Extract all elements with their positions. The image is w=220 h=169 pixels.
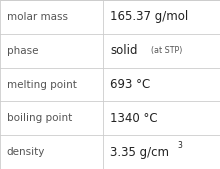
- Text: 693 °C: 693 °C: [110, 78, 150, 91]
- Text: boiling point: boiling point: [7, 113, 72, 123]
- Text: solid: solid: [110, 44, 138, 57]
- Text: 1340 °C: 1340 °C: [110, 112, 158, 125]
- Text: phase: phase: [7, 46, 38, 56]
- Text: 3: 3: [177, 141, 182, 150]
- Text: melting point: melting point: [7, 79, 77, 90]
- Text: density: density: [7, 147, 45, 157]
- Text: molar mass: molar mass: [7, 12, 68, 22]
- Text: (at STP): (at STP): [151, 46, 182, 55]
- Text: 165.37 g/mol: 165.37 g/mol: [110, 10, 188, 23]
- Text: 3.35 g/cm: 3.35 g/cm: [110, 146, 169, 159]
